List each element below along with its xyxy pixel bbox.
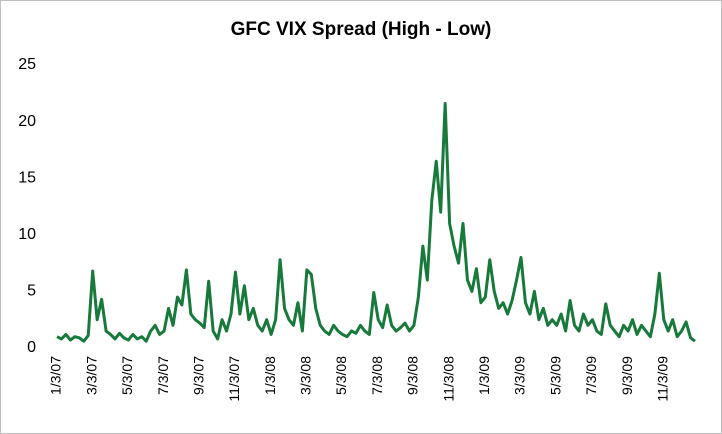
x-tick-label: 7/3/07 [155,356,171,395]
x-tick-label: 11/3/09 [654,356,670,402]
x-tick-label: 11/3/07 [226,356,242,402]
x-tick-label: 1/3/09 [476,356,492,395]
chart-title: GFC VIX Spread (High - Low) [231,19,492,40]
data-line [56,101,696,343]
x-tick-label: 3/3/07 [83,356,99,395]
y-tick-label: 20 [18,113,36,130]
y-tick-label: 15 [18,169,36,186]
x-tick-label: 7/3/09 [583,356,599,395]
x-tick-label: 9/3/07 [190,356,206,395]
x-tick-label: 9/3/08 [405,356,421,395]
x-tick-label: 5/3/07 [119,356,135,395]
x-tick-label: 5/3/08 [333,356,349,395]
x-tick-label: 3/3/09 [512,356,528,395]
y-tick-label: 10 [18,226,36,243]
x-tick-label: 9/3/09 [619,356,635,395]
x-tick-label: 1/3/08 [262,356,278,395]
x-tick-label: 11/3/08 [440,356,456,402]
y-tick-label: 25 [18,56,36,73]
y-tick-label: 0 [27,339,36,356]
y-tick-label: 5 [27,283,36,300]
x-tick-label: 5/3/09 [547,356,563,395]
x-tick-label: 3/3/08 [298,356,314,395]
x-tick-label: 1/3/07 [48,356,64,395]
x-tick-label: 7/3/08 [369,356,385,395]
